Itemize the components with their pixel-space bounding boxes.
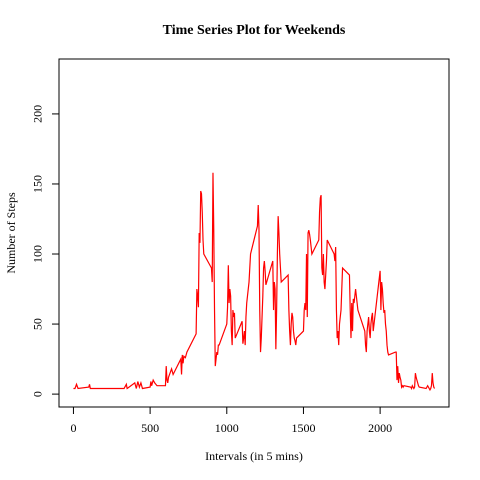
data-line bbox=[73, 172, 436, 392]
x-tick-label: 500 bbox=[141, 421, 159, 435]
x-tick-label: 2000 bbox=[368, 421, 392, 435]
y-tick-label: 150 bbox=[31, 175, 45, 193]
x-axis-label: Intervals (in 5 mins) bbox=[205, 449, 303, 463]
x-tick-label: 1500 bbox=[291, 421, 315, 435]
y-tick-label: 200 bbox=[31, 105, 45, 123]
chart-title: Time Series Plot for Weekends bbox=[163, 23, 346, 38]
y-tick-label: 0 bbox=[31, 391, 45, 397]
plot-frame bbox=[58, 58, 450, 408]
y-tick-label: 50 bbox=[31, 318, 45, 330]
y-axis-label: Number of Steps bbox=[4, 192, 18, 274]
x-tick-label: 0 bbox=[70, 421, 76, 435]
x-tick-label: 1000 bbox=[215, 421, 239, 435]
y-tick-label: 100 bbox=[31, 245, 45, 263]
